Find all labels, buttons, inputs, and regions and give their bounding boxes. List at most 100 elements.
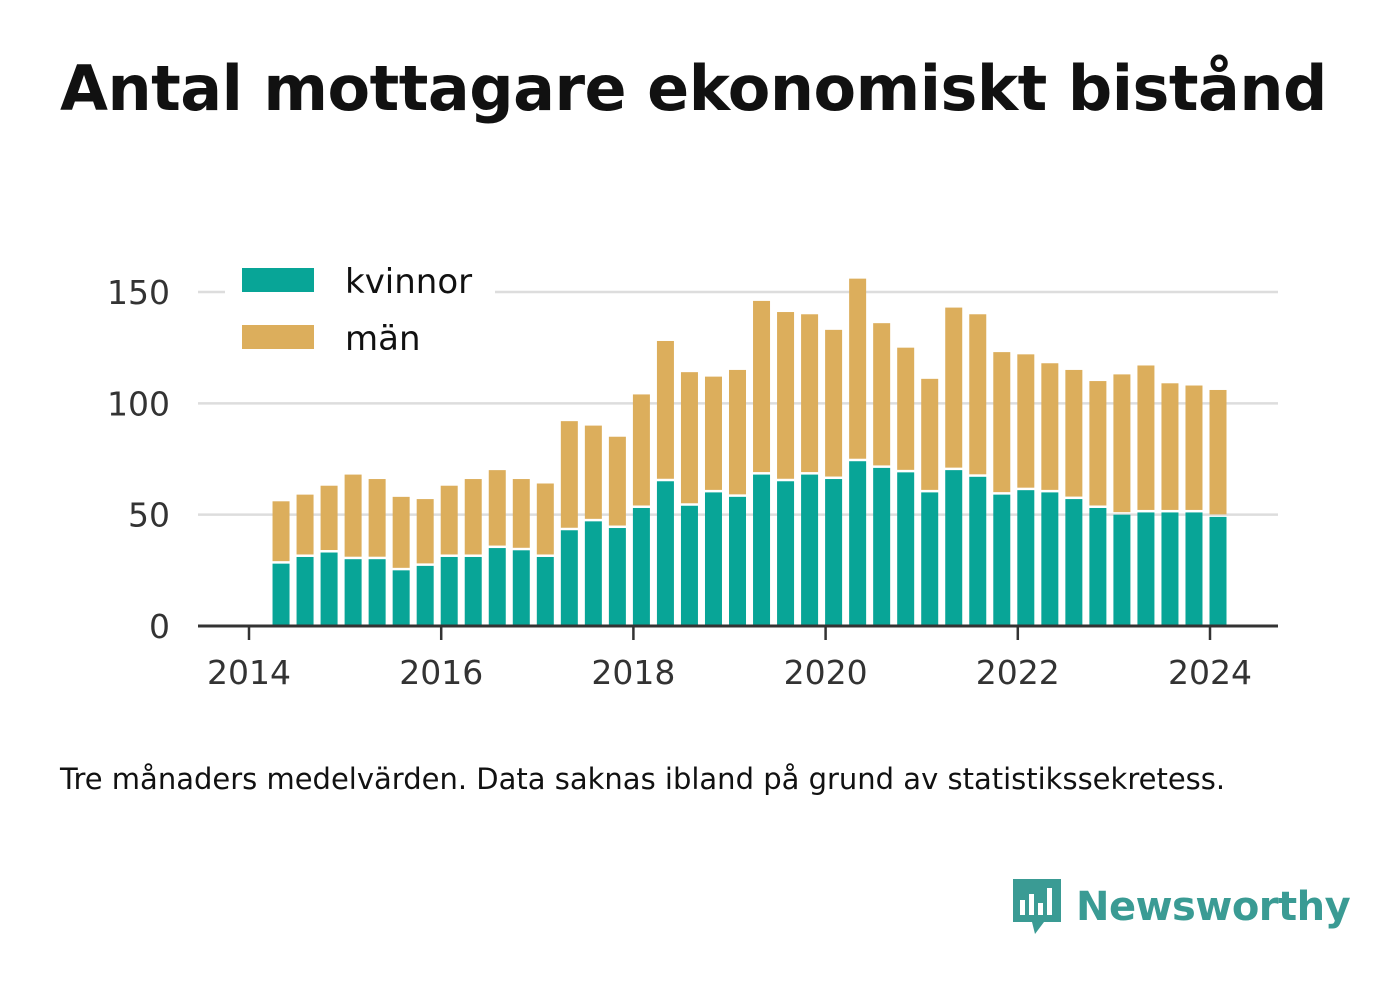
brand-name: Newsworthy	[1076, 884, 1351, 930]
bar-kvinnor-2020-08	[873, 467, 891, 626]
bar-kvinnor-2021-05	[945, 470, 963, 626]
bar-man-2020-05	[849, 278, 867, 459]
bar-kvinnor-2020-02	[825, 479, 843, 626]
bars	[272, 278, 1227, 626]
bar-kvinnor-2018-02	[632, 507, 650, 626]
bar-man-2022-02	[1017, 354, 1035, 488]
bar-man-2021-08	[969, 314, 987, 475]
bar-kvinnor-2021-02	[921, 492, 939, 626]
legend-swatch-kvinnor	[242, 268, 314, 292]
legend-swatch-man	[242, 325, 314, 349]
bar-kvinnor-2023-02	[1113, 514, 1131, 626]
bar-kvinnor-2023-11	[1185, 512, 1203, 626]
x-tick-label-2014: 2014	[207, 653, 291, 692]
bar-kvinnor-2015-02	[344, 559, 362, 626]
bar-kvinnor-2022-08	[1065, 499, 1083, 626]
bar-kvinnor-2014-11	[320, 552, 338, 626]
bar-kvinnor-2017-11	[608, 528, 626, 626]
bar-man-2023-02	[1113, 374, 1131, 513]
bar-man-2020-02	[825, 329, 843, 477]
bar-man-2022-05	[1041, 363, 1059, 490]
bar-man-2015-08	[392, 496, 410, 568]
bar-man-2023-05	[1137, 365, 1155, 510]
bar-kvinnor-2018-05	[656, 481, 674, 626]
bar-man-2015-05	[368, 479, 386, 557]
bar-kvinnor-2019-02	[729, 496, 747, 626]
legend: kvinnor män	[225, 254, 495, 364]
bar-man-2019-02	[729, 369, 747, 495]
bar-man-2020-08	[873, 323, 891, 466]
brand-logo: Newsworthy	[1010, 876, 1351, 938]
bar-man-2021-05	[945, 307, 963, 468]
bar-man-2020-11	[897, 347, 915, 470]
bar-man-2017-08	[584, 425, 602, 519]
bar-man-2015-02	[344, 474, 362, 557]
bar-man-2024-02	[1209, 389, 1227, 515]
bar-kvinnor-2022-05	[1041, 492, 1059, 626]
chart-title: Antal mottagare ekonomiskt bistånd	[60, 52, 1327, 125]
y-tick-label-100: 100	[107, 384, 170, 423]
x-tick-label-2020: 2020	[784, 653, 868, 692]
bar-man-2016-05	[464, 479, 482, 555]
bar-kvinnor-2023-08	[1161, 512, 1179, 626]
bar-man-2018-02	[632, 394, 650, 506]
y-tick-label-50: 50	[128, 496, 170, 535]
bar-man-2016-11	[512, 479, 530, 548]
bar-kvinnor-2016-05	[464, 556, 482, 626]
bar-kvinnor-2016-11	[512, 550, 530, 626]
bar-man-2015-11	[416, 499, 434, 564]
bar-kvinnor-2020-11	[897, 472, 915, 626]
legend-label-kvinnor: kvinnor	[345, 262, 472, 302]
bar-kvinnor-2015-11	[416, 565, 434, 626]
legend-label-man: män	[345, 319, 421, 359]
x-tick-label-2018: 2018	[591, 653, 675, 692]
bar-kvinnor-2017-02	[536, 556, 554, 626]
bar-man-2014-11	[320, 485, 338, 551]
bar-kvinnor-2022-02	[1017, 490, 1035, 626]
axes: 0 50 100 150 2014 2016 2018 2020 2022 2024	[107, 273, 1278, 692]
bar-man-2022-08	[1065, 369, 1083, 497]
bar-kvinnor-2016-02	[440, 556, 458, 626]
bar-man-2014-05	[272, 501, 290, 562]
bar-kvinnor-2017-05	[560, 530, 578, 626]
bar-kvinnor-2021-11	[993, 494, 1011, 626]
bar-man-2022-11	[1089, 381, 1107, 506]
bar-kvinnor-2019-08	[777, 481, 795, 626]
bar-man-2018-08	[680, 372, 698, 504]
bar-kvinnor-2018-08	[680, 505, 698, 626]
bar-kvinnor-2024-02	[1209, 516, 1227, 626]
bar-kvinnor-2018-11	[704, 492, 722, 626]
y-tick-label-150: 150	[107, 273, 170, 312]
bar-man-2016-02	[440, 485, 458, 555]
bar-man-2017-02	[536, 483, 554, 555]
chart-caption: Tre månaders medelvärden. Data saknas ib…	[60, 762, 1226, 796]
bar-kvinnor-2016-08	[488, 548, 506, 626]
bar-man-2021-11	[993, 352, 1011, 493]
bar-man-2018-05	[656, 340, 674, 479]
bar-man-2018-11	[704, 376, 722, 490]
y-tick-label-0: 0	[149, 607, 170, 646]
x-tick-label-2022: 2022	[976, 653, 1060, 692]
bar-kvinnor-2022-11	[1089, 507, 1107, 626]
bar-man-2019-11	[801, 314, 819, 473]
bar-man-2019-05	[753, 300, 771, 473]
bar-kvinnor-2021-08	[969, 476, 987, 626]
bar-man-2019-08	[777, 312, 795, 479]
bar-kvinnor-2023-05	[1137, 512, 1155, 626]
bar-kvinnor-2014-08	[296, 556, 314, 626]
bar-man-2016-08	[488, 470, 506, 546]
newsworthy-logo-icon	[1013, 879, 1061, 934]
bar-man-2023-08	[1161, 383, 1179, 510]
x-tick-label-2016: 2016	[399, 653, 483, 692]
bar-kvinnor-2020-05	[849, 461, 867, 626]
bar-kvinnor-2014-05	[272, 563, 290, 626]
bar-kvinnor-2017-08	[584, 521, 602, 626]
bar-kvinnor-2019-11	[801, 474, 819, 626]
bar-man-2017-05	[560, 421, 578, 528]
bar-man-2014-08	[296, 494, 314, 555]
bar-man-2021-02	[921, 378, 939, 490]
bar-kvinnor-2019-05	[753, 474, 771, 626]
bar-man-2017-11	[608, 436, 626, 526]
bar-kvinnor-2015-08	[392, 570, 410, 626]
